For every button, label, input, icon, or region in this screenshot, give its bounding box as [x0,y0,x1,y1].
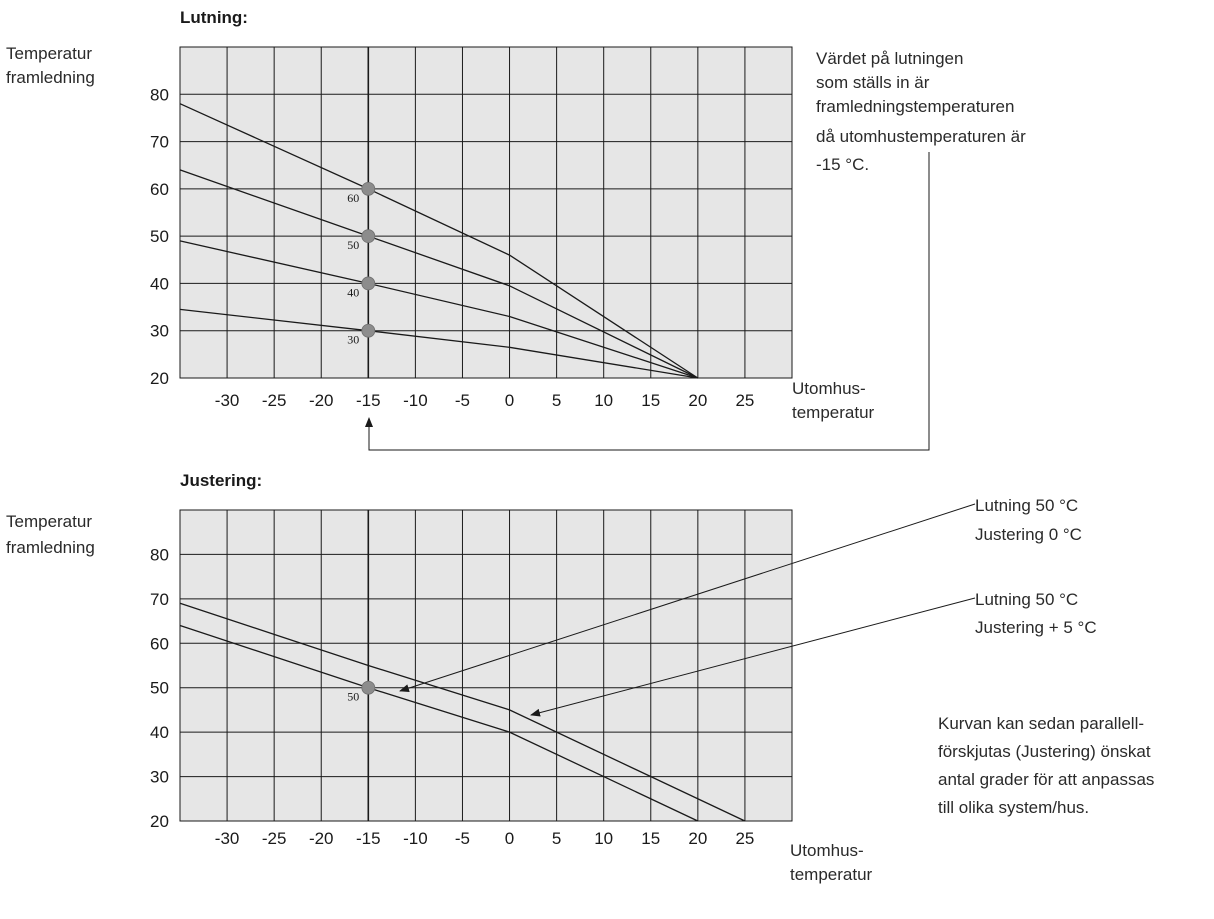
slope-explanation-line: -15 °C. [816,155,869,174]
slope-chart-ylabel-line1: Temperatur [6,44,92,63]
curve-point-label: 30 [347,333,359,347]
slope-explanation-line: Värdet på lutningen [816,49,963,68]
x-tick-label: -20 [309,391,334,410]
callout-adjust-0-arrow [399,503,976,693]
explanation-pointer-arrow [365,152,930,451]
y-tick-label: 40 [150,274,169,293]
y-tick-label: 50 [150,227,169,246]
y-tick-label: 30 [150,322,169,341]
curve-point-marker [361,181,376,196]
y-tick-label: 70 [150,590,169,609]
heating-curve-line [179,103,699,379]
x-tick-label: 20 [688,829,707,848]
plot-area: -30 -25 -20 -15 -10 -5 0 5 10 15 20 25 20 30 40 50 60 70 8… [150,46,793,410]
slope-explanation-line: framledningstemperaturen [816,97,1014,116]
curve-point-marker [361,323,376,338]
callout-adjust-0-line2: Justering 0 °C [975,525,1082,544]
heating-curve-line [179,602,746,822]
slope-chart: -30 -25 -20 -15 -10 -5 0 5 10 15 20 25 20 30 40 50 60 70 8… [6,8,1026,451]
callout-adjust-5-line2: Justering + 5 °C [975,618,1097,637]
curve-point-label: 60 [347,191,359,205]
slope-chart-xlabel-line1: Utomhus- [792,379,866,398]
x-tick-label: 10 [594,391,613,410]
y-tick-label: 50 [150,679,169,698]
x-tick-label: 5 [552,391,561,410]
adjustment-chart-ylabel-line2: framledning [6,538,95,557]
y-tick-label: 20 [150,369,169,388]
adjustment-explanation: Kurvan kan sedan parallell- förskjutas (… [938,714,1154,817]
x-tick-label: -5 [455,391,470,410]
callout-adjust-5-line1: Lutning 50 °C [975,590,1078,609]
slope-chart-ylabel-line2: framledning [6,68,95,87]
x-tick-label: 0 [505,829,514,848]
x-tick-label: 25 [735,829,754,848]
y-tick-label: 30 [150,768,169,787]
x-tick-label: -25 [262,829,287,848]
x-tick-label: -25 [262,391,287,410]
heating-curve-line [179,624,699,822]
adjustment-chart-ylabel-line1: Temperatur [6,512,92,531]
x-tick-label: 5 [552,829,561,848]
y-tick-label: 20 [150,812,169,831]
slope-chart-xlabel-line2: temperatur [792,403,875,422]
adjustment-chart-title: Justering: [180,471,262,490]
x-tick-label: -30 [215,829,240,848]
x-tick-label: 15 [641,391,660,410]
y-tick-label: 60 [150,634,169,653]
x-tick-label: -30 [215,391,240,410]
x-tick-label: -10 [403,391,428,410]
y-tick-label: 80 [150,545,169,564]
x-tick-label: -5 [455,829,470,848]
adjustment-explanation-line: förskjutas (Justering) önskat [938,742,1151,761]
x-tick-label: 20 [688,391,707,410]
y-tick-label: 80 [150,85,169,104]
adjustment-explanation-line: Kurvan kan sedan parallell- [938,714,1144,733]
y-tick-label: 60 [150,180,169,199]
x-tick-label: -20 [309,829,334,848]
y-tick-label: 40 [150,723,169,742]
adjustment-explanation-line: till olika system/hus. [938,798,1089,817]
y-tick-label: 70 [150,133,169,152]
curve-point-marker [361,229,376,244]
heating-curve-line [179,169,699,379]
x-tick-label: -15 [356,829,381,848]
x-tick-label: -15 [356,391,381,410]
heating-curve-line [179,240,699,379]
curve-point-label: 50 [347,690,359,704]
curve-point-label: 40 [347,285,359,299]
callout-adjust-5-arrow [530,597,976,717]
x-tick-label: 0 [505,391,514,410]
x-tick-label: 25 [735,391,754,410]
x-tick-label: -10 [403,829,428,848]
curve-point-marker [361,680,376,695]
adjustment-chart-xlabel-line2: temperatur [790,865,873,884]
curve-point-marker [361,276,376,291]
x-tick-label: 15 [641,829,660,848]
adjustment-chart-xlabel-line1: Utomhus- [790,841,864,860]
slope-chart-explanation: Värdet på lutningen som ställs in är fra… [816,49,1026,174]
slope-explanation-line: som ställs in är [816,73,930,92]
plot-background [179,46,793,379]
plot-background [179,509,793,822]
x-tick-label: 10 [594,829,613,848]
slope-explanation-line: då utomhustemperaturen är [816,127,1026,146]
heating-curve-line [179,308,698,379]
curve-point-label: 50 [347,238,359,252]
callout-adjust-0-line1: Lutning 50 °C [975,496,1078,515]
plot-area: -30 -25 -20 -15 -10 -5 0 5 10 15 20 25 20 30 40 50 60 70 8… [150,509,793,848]
adjustment-explanation-line: antal grader för att anpassas [938,770,1154,789]
adjustment-chart: -30 -25 -20 -15 -10 -5 0 5 10 15 20 25 20 30 40 50 60 70 8… [6,471,1154,884]
slope-chart-title: Lutning: [180,8,248,27]
